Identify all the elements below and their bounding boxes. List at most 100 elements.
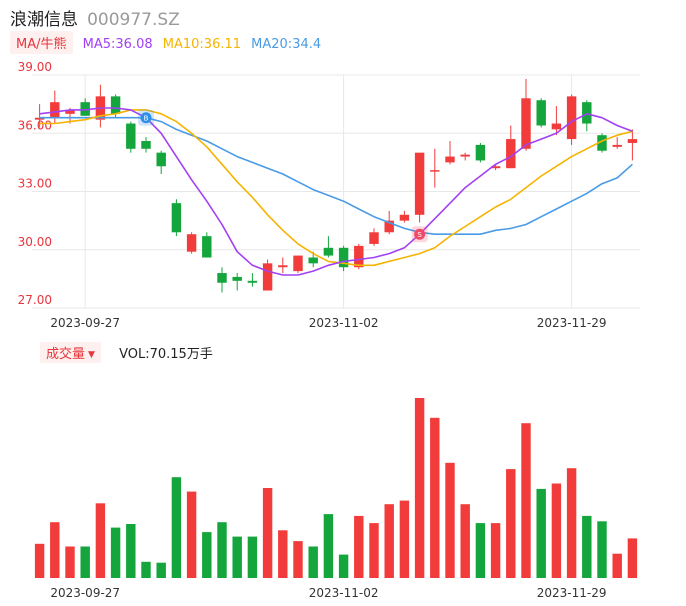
volume-legend: 成交量 ▼ VOL:70.15万手 <box>40 342 213 363</box>
signal-dot <box>414 228 426 240</box>
candle-body <box>65 109 75 114</box>
candle-body <box>612 144 622 147</box>
volume-date-tick-label: 2023-11-02 <box>309 586 379 600</box>
volume-date-tick-label: 2023-09-27 <box>50 586 120 600</box>
volume-bar <box>156 562 166 578</box>
volume-bar <box>217 522 227 578</box>
price-tick-label: 30.00 <box>18 235 52 249</box>
volume-bar <box>354 515 364 578</box>
volume-bar <box>323 514 334 578</box>
volume-bar <box>110 527 121 578</box>
candle <box>141 137 151 153</box>
volume-bar <box>141 561 151 578</box>
stock-code: 000977.SZ <box>87 10 180 30</box>
volume-bar <box>65 546 75 578</box>
candle-body <box>293 255 303 272</box>
candle <box>582 100 592 132</box>
volume-bar <box>597 521 607 578</box>
ma5-value: MA5:36.08 <box>82 37 153 52</box>
candle <box>445 141 455 165</box>
volume-bar <box>126 524 136 578</box>
volume-bar <box>566 468 577 578</box>
candle-body <box>536 100 546 126</box>
stock-title: 浪潮信息 000977.SZ <box>10 5 180 30</box>
candle <box>95 84 106 128</box>
ma10-line <box>39 109 633 267</box>
candle-body <box>506 139 516 169</box>
volume-bar <box>186 491 197 578</box>
volume-bar <box>612 553 622 578</box>
candle <box>278 257 288 274</box>
sell-signal-icon: S <box>411 226 428 243</box>
candle <box>171 199 182 237</box>
candle <box>293 255 303 274</box>
candle <box>247 273 258 287</box>
volume-bar <box>414 398 425 578</box>
candle-body <box>338 247 349 268</box>
candle-body <box>141 141 151 149</box>
candle-body <box>460 154 470 157</box>
candle-body <box>323 247 334 256</box>
ma-legend: MA/牛熊 MA5:36.08 MA10:36.11 MA20:34.4 <box>10 31 321 54</box>
volume-indicator-selector[interactable]: 成交量 ▼ <box>40 342 101 363</box>
volume-bar <box>34 543 45 578</box>
volume-bar <box>95 503 106 578</box>
volume-bar <box>293 541 303 578</box>
candle-body <box>490 166 501 169</box>
candle-body <box>369 232 379 244</box>
volume-bar <box>171 477 182 578</box>
date-tick-label: 2023-09-27 <box>50 316 120 330</box>
candle-body <box>354 245 364 268</box>
caret-down-icon: ▼ <box>88 350 95 360</box>
candle <box>338 245 349 272</box>
volume-bar <box>521 423 531 578</box>
candle-body <box>308 257 318 264</box>
volume-bar <box>399 500 410 578</box>
volume-bar <box>308 546 318 578</box>
volume-bar <box>202 532 212 578</box>
candle-body <box>430 170 440 172</box>
candle <box>551 106 562 136</box>
candle <box>186 232 197 254</box>
candle-body <box>156 152 166 167</box>
candle <box>475 142 486 163</box>
volume-bar <box>475 523 486 578</box>
volume-bar <box>627 538 638 578</box>
candle-body <box>597 135 607 151</box>
volume-bar <box>506 469 516 578</box>
candle-body <box>186 234 197 252</box>
candle-body <box>384 220 394 233</box>
candle <box>430 148 440 188</box>
stock-name: 浪潮信息 <box>10 10 78 30</box>
candle <box>521 78 531 151</box>
ma-indicator-selector[interactable]: MA/牛熊 <box>10 31 73 54</box>
candle <box>217 267 227 293</box>
date-tick-label: 2023-11-02 <box>309 316 379 330</box>
candle <box>262 259 273 291</box>
volume-date-tick-label: 2023-11-29 <box>537 586 607 600</box>
price-tick-label: 36.00 <box>18 118 52 132</box>
candle <box>399 210 410 223</box>
ma5-line <box>39 107 633 276</box>
candle <box>627 129 638 161</box>
candle <box>414 152 425 223</box>
candle-body <box>247 280 258 283</box>
volume-bar <box>384 504 394 578</box>
candle-body <box>202 236 212 258</box>
candle <box>506 125 516 169</box>
candle <box>156 150 166 175</box>
volume-bar <box>278 530 288 578</box>
volume-bar <box>490 523 501 578</box>
candle-body <box>110 96 121 114</box>
candle <box>566 94 577 145</box>
price-chart[interactable]: 39.00 36.00 33.00 30.00 27.00 2023-09-27 2023-… <box>0 0 686 335</box>
candle <box>232 273 242 291</box>
candle-body <box>414 152 425 215</box>
volume-bar <box>262 488 273 578</box>
volume-bar <box>50 522 60 578</box>
price-tick-label: 39.00 <box>18 60 52 74</box>
price-tick-label: 33.00 <box>18 177 52 191</box>
candle-body <box>262 263 273 291</box>
price-tick-label: 27.00 <box>18 293 52 307</box>
volume-bar <box>232 536 242 578</box>
